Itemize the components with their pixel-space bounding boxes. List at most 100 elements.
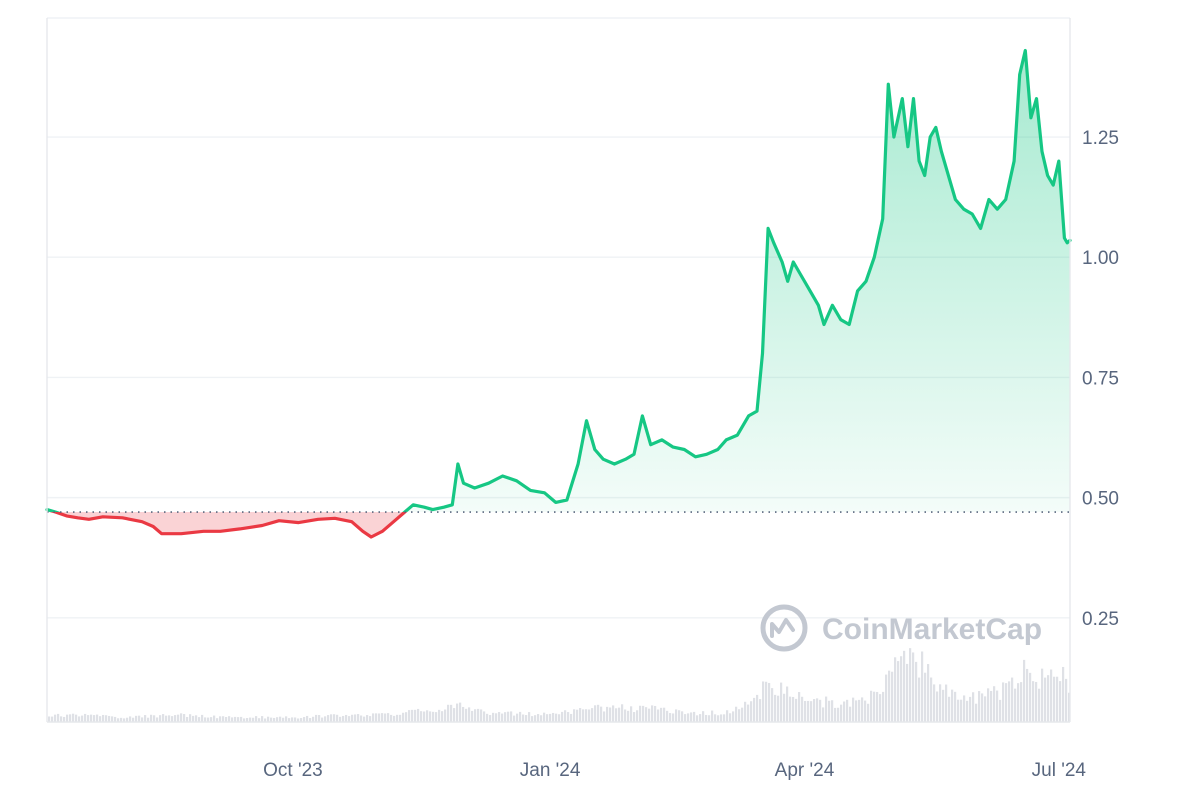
volume-bar: [702, 711, 705, 722]
volume-bar: [282, 717, 285, 722]
volume-bar: [951, 689, 954, 722]
volume-bar: [849, 706, 852, 722]
volume-bar: [324, 716, 327, 722]
volume-bar: [477, 708, 480, 722]
volume-bar: [660, 707, 663, 722]
volume-bar: [51, 716, 54, 722]
volume-bar: [765, 681, 768, 722]
volume-bar: [651, 705, 654, 722]
volume-bar: [465, 708, 468, 722]
volume-bar: [474, 709, 477, 722]
volume-bar: [105, 715, 108, 722]
volume-bar: [960, 699, 963, 722]
volume-bar: [825, 696, 828, 722]
volume-bar: [198, 717, 201, 722]
volume-bar: [1059, 681, 1062, 722]
volume-bar: [336, 714, 339, 722]
volume-bar: [471, 710, 474, 722]
volume-bar: [594, 705, 597, 722]
y-tick-label: 0.50: [1082, 489, 1119, 510]
volume-bar: [405, 712, 408, 722]
volume-bar: [954, 691, 957, 722]
volume-bar: [345, 714, 348, 722]
volume-bar: [66, 714, 69, 722]
volume-bar: [123, 718, 126, 722]
volume-bar: [330, 714, 333, 722]
volume-bar: [774, 694, 777, 722]
volume-bar: [714, 714, 717, 722]
volume-bar: [1014, 688, 1017, 722]
volume-bar: [93, 715, 96, 722]
volume-bar: [180, 713, 183, 722]
volume-bar: [408, 710, 411, 722]
volume-bar: [177, 714, 180, 722]
volume-bar: [456, 703, 459, 722]
x-axis: Oct '23 Jan '24 Apr '24 Jul '24: [263, 760, 1086, 781]
volume-bar: [99, 716, 102, 722]
volume-bar: [285, 716, 288, 722]
volume-bar: [333, 714, 336, 722]
volume-bar: [981, 693, 984, 722]
volume-bar: [396, 714, 399, 722]
volume-bar: [678, 710, 681, 722]
volume-bar: [1005, 683, 1008, 722]
volume-bar: [690, 712, 693, 722]
x-tick-label: Jan '24: [520, 760, 581, 781]
volume-bar: [537, 714, 540, 722]
volume-bar: [186, 716, 189, 722]
volume-bar: [462, 706, 465, 722]
volume-bar: [423, 711, 426, 722]
volume-bar: [489, 715, 492, 722]
volume-bar: [1023, 659, 1026, 722]
volume-bar: [363, 716, 366, 722]
volume-bar: [558, 714, 561, 722]
volume-bar: [993, 686, 996, 722]
volume-bar: [819, 699, 822, 722]
volume-bar: [234, 716, 237, 722]
watermark: CoinMarketCap: [760, 604, 1042, 652]
volume-bar: [438, 709, 441, 722]
volume-bar: [750, 701, 753, 722]
volume-bar: [237, 717, 240, 722]
volume-bar: [384, 713, 387, 722]
volume-bar: [414, 709, 417, 722]
volume-bar: [741, 707, 744, 722]
volume-bar: [669, 713, 672, 722]
volume-bar: [792, 696, 795, 722]
volume-bar: [639, 705, 642, 722]
volume-bar: [1044, 677, 1047, 722]
volume-bar: [444, 709, 447, 722]
volume-bar: [267, 716, 270, 722]
volume-bar: [165, 715, 168, 722]
volume-bar: [738, 709, 741, 722]
volume-bar: [201, 714, 204, 722]
price-line-down: [49, 512, 408, 539]
x-tick-label: Oct '23: [263, 760, 323, 781]
line-layer: [45, 48, 1072, 539]
volume-bar: [1062, 666, 1065, 722]
volume-bar: [204, 717, 207, 722]
volume-bar: [1002, 682, 1005, 722]
volume-bar: [921, 651, 924, 722]
volume-bar: [540, 715, 543, 722]
volume-bar: [321, 717, 324, 722]
volume-bar: [72, 713, 75, 722]
volume-bar: [867, 703, 870, 722]
volume-bar: [1065, 678, 1068, 722]
volume-bar: [1068, 692, 1071, 722]
volume-bar: [258, 718, 261, 722]
volume-bar: [999, 699, 1002, 722]
volume-bar: [513, 715, 516, 722]
volume-bar: [141, 717, 144, 722]
volume-bar: [156, 717, 159, 722]
volume-bar: [63, 716, 66, 722]
volume-bar: [507, 711, 510, 722]
volume-bar: [498, 712, 501, 722]
volume-bar: [447, 704, 450, 722]
volume-bar: [294, 717, 297, 722]
volume-bar: [441, 711, 444, 722]
volume-bar: [153, 715, 156, 722]
volume-bar: [807, 700, 810, 722]
